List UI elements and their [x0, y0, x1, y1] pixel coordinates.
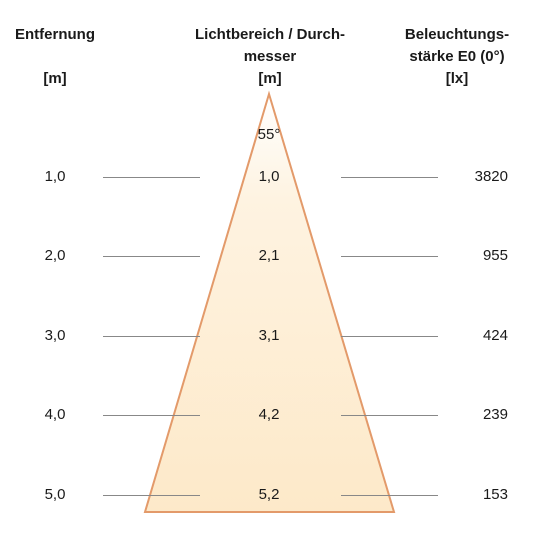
illuminance-header: Beleuchtungs- stärke E0 (0°) [lx] — [384, 24, 530, 90]
light-cone — [143, 90, 396, 513]
distance-value: 4,0 — [44, 406, 66, 423]
illuminance-header-unit: [lx] — [445, 70, 469, 87]
distance-value: 2,0 — [44, 247, 66, 264]
illuminance-value: 153 — [482, 486, 508, 503]
distance-value: 3,0 — [44, 327, 66, 344]
distance-header: Entfernung [m] — [0, 24, 110, 90]
beam-header-unit: [m] — [258, 70, 282, 87]
illuminance-value: 3820 — [474, 168, 508, 185]
distance-header-unit: [m] — [43, 70, 67, 87]
distance-value: 5,0 — [44, 486, 66, 503]
illuminance-header-line2: stärke E0 (0°) — [409, 48, 505, 65]
distance-value: 1,0 — [44, 168, 66, 185]
diameter-value: 2,1 — [258, 247, 280, 264]
illuminance-value: 955 — [482, 247, 508, 264]
distance-header-title: Entfernung — [15, 26, 95, 43]
illuminance-value: 239 — [482, 406, 508, 423]
beam-header-line1: Lichtbereich / Durch- — [194, 26, 346, 43]
illuminance-value: 424 — [482, 327, 508, 344]
diameter-value: 5,2 — [258, 486, 280, 503]
diameter-value: 1,0 — [258, 168, 280, 185]
diameter-value: 4,2 — [258, 406, 280, 423]
beam-header-line2: messer — [243, 48, 297, 65]
diameter-value: 3,1 — [258, 327, 280, 344]
illuminance-header-line1: Beleuchtungs- — [404, 26, 510, 43]
beam-header: Lichtbereich / Durch- messer [m] — [170, 24, 370, 90]
beam-angle-label: 55° — [257, 126, 281, 143]
